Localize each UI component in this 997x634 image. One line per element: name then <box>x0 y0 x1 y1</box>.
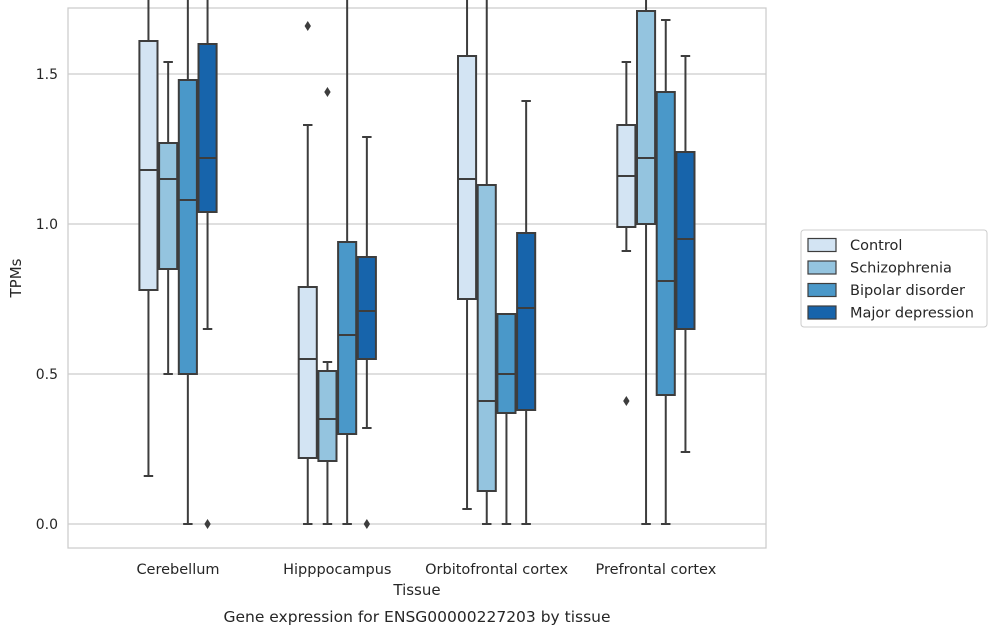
box-1-3 <box>636 0 657 525</box>
x-tick-label: Orbitofrontal cortex <box>425 562 568 578</box>
y-axis-label: TPMs <box>7 258 25 298</box>
box <box>177 79 198 375</box>
box-1-1 <box>317 87 338 525</box>
box-0-2 <box>457 0 478 510</box>
box-3-3 <box>675 55 696 453</box>
box-1-2 <box>476 0 497 525</box>
chart-caption: Gene expression for ENSG00000227203 by t… <box>223 608 610 626</box>
outlier-point <box>304 21 311 31</box>
box <box>636 10 657 225</box>
x-tick-label: Hipppocampus <box>283 562 391 578</box>
box <box>337 241 358 435</box>
box <box>457 55 478 300</box>
box-0-1 <box>297 21 318 525</box>
box-0-0 <box>138 0 159 477</box>
box <box>158 142 179 270</box>
legend-label: Control <box>850 238 902 254</box>
x-tick-label: Cerebellum <box>136 562 219 578</box>
outlier-point <box>363 519 371 529</box>
box-2-0 <box>177 0 198 525</box>
x-tick-label: Prefrontal cortex <box>595 562 716 578</box>
box <box>655 91 676 396</box>
box-2-2 <box>496 313 517 525</box>
y-tick-label: 1.5 <box>36 67 58 83</box>
legend: Control Schizophrenia Bipolar disorder Majo… <box>800 229 988 328</box>
x-axis-ticks: Cerebellum Hipppocampus Orbitofrontal cort… <box>136 562 716 578</box>
box-2-3 <box>655 19 676 525</box>
box-2-1 <box>337 0 358 525</box>
box <box>476 184 497 492</box>
y-tick-label: 0.5 <box>36 367 58 383</box>
box <box>138 40 159 291</box>
box-3-1 <box>356 136 377 529</box>
outlier-point <box>324 87 331 97</box>
legend-swatch <box>807 305 837 320</box>
legend-items: Control Schizophrenia Bipolar disorder Majo… <box>807 237 974 322</box>
legend-label: Schizophrenia <box>850 261 952 277</box>
outlier-point <box>204 519 211 529</box>
box <box>317 370 338 462</box>
legend-swatch <box>807 237 837 253</box>
legend-swatch <box>807 260 837 275</box>
legend-label: Major depression <box>850 306 974 322</box>
outlier-point <box>623 396 630 406</box>
x-axis-label: Tissue <box>392 581 440 599</box>
box-0-3 <box>616 61 637 406</box>
y-tick-label: 1.0 <box>36 217 58 233</box>
box-3-2 <box>516 100 537 525</box>
box-3-0 <box>197 0 218 529</box>
y-tick-label: 0.0 <box>36 517 58 533</box>
box <box>675 151 696 330</box>
box <box>496 313 517 414</box>
box <box>197 43 218 213</box>
box-1-0 <box>158 61 179 375</box>
y-axis-ticks: 0.00.51.01.52.02.53.0 <box>36 67 58 533</box>
box <box>516 232 537 411</box>
legend-frame <box>800 229 988 328</box>
legend-swatch <box>807 282 837 298</box>
box <box>356 256 377 360</box>
box-groups <box>138 0 696 529</box>
box <box>297 286 318 459</box>
legend-label: Bipolar disorder <box>850 283 965 299</box>
